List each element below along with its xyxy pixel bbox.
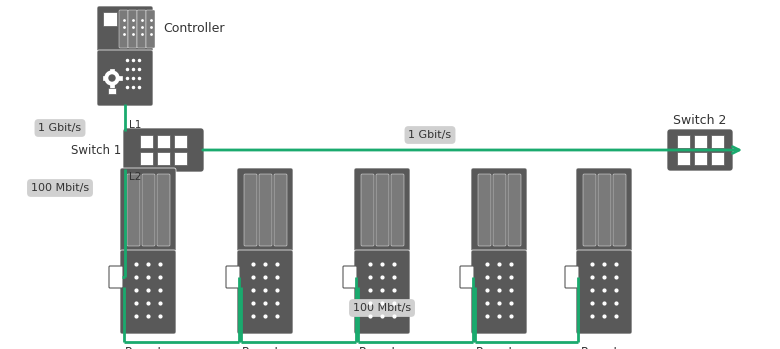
Text: Remote
IO 4: Remote IO 4 bbox=[477, 346, 522, 349]
FancyBboxPatch shape bbox=[460, 266, 474, 288]
FancyBboxPatch shape bbox=[157, 174, 170, 246]
Text: 100 Mbit/s: 100 Mbit/s bbox=[31, 183, 89, 193]
FancyBboxPatch shape bbox=[120, 168, 176, 252]
FancyBboxPatch shape bbox=[391, 174, 404, 246]
FancyBboxPatch shape bbox=[109, 266, 123, 288]
FancyBboxPatch shape bbox=[354, 168, 410, 252]
FancyBboxPatch shape bbox=[274, 174, 287, 246]
FancyBboxPatch shape bbox=[259, 174, 272, 246]
FancyBboxPatch shape bbox=[576, 250, 632, 334]
FancyBboxPatch shape bbox=[97, 50, 153, 106]
FancyBboxPatch shape bbox=[244, 174, 257, 246]
FancyBboxPatch shape bbox=[237, 250, 293, 334]
FancyBboxPatch shape bbox=[343, 266, 357, 288]
FancyBboxPatch shape bbox=[583, 174, 596, 246]
FancyBboxPatch shape bbox=[478, 174, 491, 246]
Text: Switch 1: Switch 1 bbox=[71, 143, 121, 156]
FancyBboxPatch shape bbox=[97, 6, 153, 52]
Circle shape bbox=[105, 71, 119, 85]
Text: Controller: Controller bbox=[163, 22, 225, 35]
Bar bbox=[711, 135, 724, 148]
Text: Remote
IO 3: Remote IO 3 bbox=[360, 346, 405, 349]
Text: L1: L1 bbox=[129, 120, 141, 130]
Text: L2: L2 bbox=[129, 172, 141, 182]
FancyBboxPatch shape bbox=[237, 168, 293, 252]
FancyBboxPatch shape bbox=[123, 128, 204, 172]
FancyBboxPatch shape bbox=[493, 174, 506, 246]
Bar bbox=[174, 135, 187, 148]
Text: 1 Gbit/s: 1 Gbit/s bbox=[409, 130, 452, 140]
FancyBboxPatch shape bbox=[376, 174, 389, 246]
FancyBboxPatch shape bbox=[471, 250, 527, 334]
Bar bbox=[108, 88, 116, 94]
FancyBboxPatch shape bbox=[613, 174, 626, 246]
FancyBboxPatch shape bbox=[361, 174, 374, 246]
FancyBboxPatch shape bbox=[127, 174, 140, 246]
FancyBboxPatch shape bbox=[146, 10, 155, 48]
Bar bbox=[110, 68, 114, 73]
Text: Remote
IO 1: Remote IO 1 bbox=[126, 346, 171, 349]
Bar bbox=[694, 152, 707, 165]
Bar bbox=[102, 76, 107, 80]
FancyBboxPatch shape bbox=[142, 174, 155, 246]
FancyBboxPatch shape bbox=[226, 266, 240, 288]
FancyBboxPatch shape bbox=[598, 174, 611, 246]
FancyBboxPatch shape bbox=[667, 129, 733, 171]
Bar bbox=[110, 83, 114, 88]
Bar bbox=[711, 152, 724, 165]
Bar bbox=[140, 135, 153, 148]
Circle shape bbox=[109, 75, 115, 81]
FancyBboxPatch shape bbox=[354, 250, 410, 334]
Text: Remote
IO 5: Remote IO 5 bbox=[581, 346, 627, 349]
FancyBboxPatch shape bbox=[565, 266, 579, 288]
FancyBboxPatch shape bbox=[471, 168, 527, 252]
Bar bbox=[103, 12, 117, 26]
Text: 100 Mbit/s: 100 Mbit/s bbox=[353, 303, 411, 313]
Bar bbox=[140, 152, 153, 165]
FancyBboxPatch shape bbox=[137, 10, 146, 48]
Bar bbox=[174, 152, 187, 165]
Bar bbox=[118, 76, 122, 80]
FancyBboxPatch shape bbox=[508, 174, 521, 246]
Bar bbox=[694, 135, 707, 148]
Bar bbox=[677, 152, 690, 165]
Text: Remote
IO 2: Remote IO 2 bbox=[243, 346, 288, 349]
Bar bbox=[157, 135, 170, 148]
Bar bbox=[677, 135, 690, 148]
Text: Switch 2: Switch 2 bbox=[673, 113, 727, 126]
Bar bbox=[157, 152, 170, 165]
FancyBboxPatch shape bbox=[128, 10, 137, 48]
Text: 1 Gbit/s: 1 Gbit/s bbox=[38, 123, 82, 133]
FancyBboxPatch shape bbox=[120, 250, 176, 334]
FancyBboxPatch shape bbox=[576, 168, 632, 252]
FancyBboxPatch shape bbox=[119, 10, 128, 48]
